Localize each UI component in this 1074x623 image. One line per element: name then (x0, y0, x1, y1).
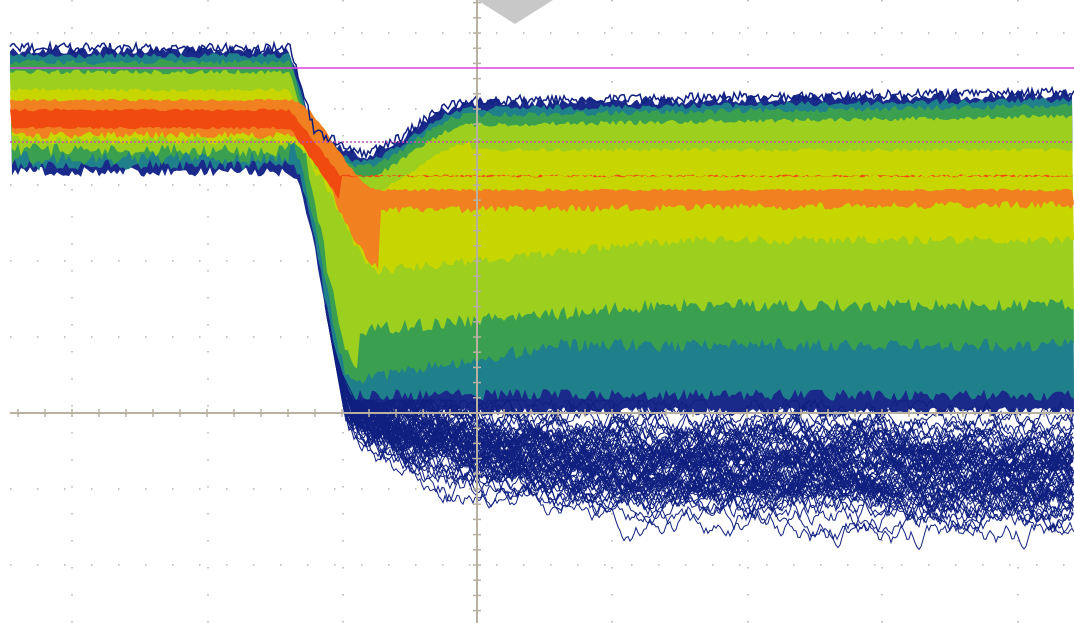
waveform-persistence (9, 40, 1074, 551)
trace (328, 324, 1074, 527)
trace (329, 330, 1074, 531)
trace (332, 346, 1074, 514)
trace (343, 389, 1074, 511)
trace (337, 369, 1074, 526)
trace (329, 331, 1073, 502)
trace (331, 342, 1073, 490)
trigger-marker (477, 0, 553, 24)
trace (341, 383, 1074, 501)
center-axes (10, 0, 1074, 623)
trace (332, 346, 1074, 513)
trace (329, 333, 1073, 549)
band-red (10, 108, 1074, 199)
trace (327, 320, 1074, 502)
trace-top (9, 40, 1074, 160)
trace (333, 350, 1074, 505)
trace (331, 339, 1074, 522)
trace (342, 388, 1074, 483)
band-yellow (10, 88, 1074, 275)
trace (324, 305, 1074, 520)
